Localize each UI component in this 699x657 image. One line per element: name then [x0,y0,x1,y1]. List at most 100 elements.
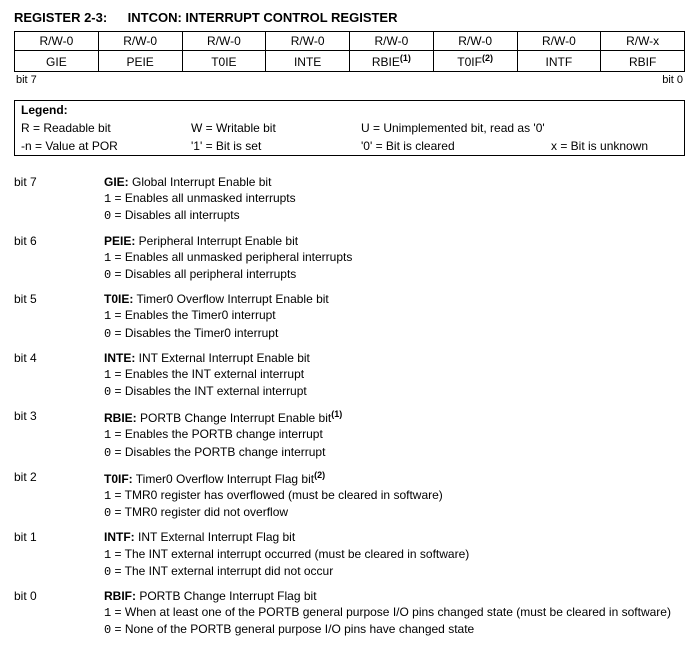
bit-name-line: GIE: Global Interrupt Enable bit [104,174,685,190]
legend-cell: R = Readable bit [21,121,191,135]
bit-name: RBIF: [104,589,136,603]
legend-row: R = Readable bit W = Writable bit U = Un… [21,121,678,135]
bit-desc: Global Interrupt Enable bit [129,175,272,189]
bit-label: bit 2 [14,469,104,522]
bit-desc: Timer0 Overflow Interrupt Enable bit [133,292,328,306]
bit-footnote: (2) [314,470,325,480]
bit-label: bit 7 [14,174,104,225]
bit-rw-cell: R/W-0 [182,32,266,51]
bit-value-0: 0 = The INT external interrupt did not o… [104,563,685,580]
bit-range-lo: bit 0 [662,74,683,86]
bit-name: INTE: [104,351,135,365]
bit-name-line: T0IE: Timer0 Overflow Interrupt Enable b… [104,291,685,307]
bit-rw-cell: R/W-0 [266,32,350,51]
bit-name-cell: RBIF [601,51,685,72]
legend-cell: x = Bit is unknown [551,139,678,153]
bit-range: bit 7 bit 0 [14,74,685,86]
bit-label: bit 1 [14,529,104,580]
bit-label: bit 6 [14,233,104,284]
bit-description: bit 6PEIE: Peripheral Interrupt Enable b… [14,233,685,284]
bit-rw-cell: R/W-0 [98,32,182,51]
bit-rw-cell: R/W-0 [517,32,601,51]
bit-descriptions: bit 7GIE: Global Interrupt Enable bit1 =… [14,174,685,639]
register-name: INTCON: INTERRUPT CONTROL REGISTER [128,10,398,25]
bit-body: INTE: INT External Interrupt Enable bit1… [104,350,685,401]
bit-name-line: INTF: INT External Interrupt Flag bit [104,529,685,545]
legend-cell: W = Writable bit [191,121,361,135]
legend-cell: U = Unimplemented bit, read as '0' [361,121,551,135]
bit-name-cell: INTE [266,51,350,72]
legend-cell: '0' = Bit is cleared [361,139,551,153]
bit-rw-cell: R/W-x [601,32,685,51]
bit-value-0: 0 = None of the PORTB general purpose I/… [104,621,685,638]
bit-name-line: INTE: INT External Interrupt Enable bit [104,350,685,366]
bit-rw-row: R/W-0 R/W-0 R/W-0 R/W-0 R/W-0 R/W-0 R/W-… [15,32,685,51]
bit-rw-cell: R/W-0 [15,32,99,51]
bit-range-hi: bit 7 [16,74,37,86]
bit-name-cell: T0IE [182,51,266,72]
bit-body: RBIF: PORTB Change Interrupt Flag bit1 =… [104,588,685,639]
bit-table: R/W-0 R/W-0 R/W-0 R/W-0 R/W-0 R/W-0 R/W-… [14,31,685,72]
bit-value-1: 1 = TMR0 register has overflowed (must b… [104,487,685,504]
bit-name: RBIE: [104,411,137,425]
bit-name-line: T0IF: Timer0 Overflow Interrupt Flag bit… [104,469,685,487]
bit-body: T0IE: Timer0 Overflow Interrupt Enable b… [104,291,685,342]
bit-body: GIE: Global Interrupt Enable bit1 = Enab… [104,174,685,225]
bit-name: INTF: [104,530,135,544]
bit-name-cell: GIE [15,51,99,72]
legend-row: -n = Value at POR '1' = Bit is set '0' =… [21,139,678,153]
bit-value-0: 0 = Disables the Timer0 interrupt [104,325,685,342]
bit-value-0: 0 = Disables the INT external interrupt [104,383,685,400]
legend-cell [551,121,678,135]
legend-table: Legend: R = Readable bit W = Writable bi… [14,100,685,156]
bit-name: T0IF: [104,472,133,486]
bit-name-cell: T0IF(2) [433,51,517,72]
bit-name-row: GIE PEIE T0IE INTE RBIE(1) T0IF(2) INTF … [15,51,685,72]
bit-description: bit 4INTE: INT External Interrupt Enable… [14,350,685,401]
bit-body: PEIE: Peripheral Interrupt Enable bit1 =… [104,233,685,284]
bit-description: bit 0RBIF: PORTB Change Interrupt Flag b… [14,588,685,639]
bit-value-0: 0 = Disables all peripheral interrupts [104,266,685,283]
bit-label: bit 5 [14,291,104,342]
bit-rw-cell: R/W-0 [433,32,517,51]
bit-value-1: 1 = Enables all unmasked peripheral inte… [104,249,685,266]
bit-name: GIE: [104,175,129,189]
bit-name: T0IE: [104,292,133,306]
bit-description: bit 5T0IE: Timer0 Overflow Interrupt Ena… [14,291,685,342]
bit-description: bit 7GIE: Global Interrupt Enable bit1 =… [14,174,685,225]
bit-value-1: 1 = Enables the Timer0 interrupt [104,307,685,324]
bit-name-cell: PEIE [98,51,182,72]
bit-label: bit 4 [14,350,104,401]
register-number: REGISTER 2-3: [14,10,124,25]
bit-rw-cell: R/W-0 [350,32,434,51]
bit-desc: Peripheral Interrupt Enable bit [135,234,298,248]
bit-body: INTF: INT External Interrupt Flag bit1 =… [104,529,685,580]
legend-cell: -n = Value at POR [21,139,191,153]
bit-value-0: 0 = Disables all interrupts [104,207,685,224]
bit-desc: PORTB Change Interrupt Flag bit [136,589,317,603]
bit-name-line: PEIE: Peripheral Interrupt Enable bit [104,233,685,249]
bit-name: PEIE: [104,234,135,248]
bit-name-line: RBIF: PORTB Change Interrupt Flag bit [104,588,685,604]
bit-description: bit 1INTF: INT External Interrupt Flag b… [14,529,685,580]
bit-desc: INT External Interrupt Flag bit [135,530,296,544]
bit-value-1: 1 = Enables all unmasked interrupts [104,190,685,207]
bit-description: bit 2T0IF: Timer0 Overflow Interrupt Fla… [14,469,685,522]
bit-value-0: 0 = TMR0 register did not overflow [104,504,685,521]
bit-name-cell: RBIE(1) [350,51,434,72]
bit-value-1: 1 = Enables the INT external interrupt [104,366,685,383]
bit-footnote: (1) [331,409,342,419]
bit-desc: INT External Interrupt Enable bit [135,351,310,365]
bit-body: T0IF: Timer0 Overflow Interrupt Flag bit… [104,469,685,522]
bit-value-0: 0 = Disables the PORTB change interrupt [104,444,685,461]
bit-value-1: 1 = When at least one of the PORTB gener… [104,604,685,621]
bit-label: bit 3 [14,408,104,461]
register-title: REGISTER 2-3: INTCON: INTERRUPT CONTROL … [14,10,685,25]
bit-label: bit 0 [14,588,104,639]
bit-name-line: RBIE: PORTB Change Interrupt Enable bit(… [104,408,685,426]
bit-value-1: 1 = The INT external interrupt occurred … [104,546,685,563]
bit-name-cell: INTF [517,51,601,72]
bit-value-1: 1 = Enables the PORTB change interrupt [104,426,685,443]
bit-body: RBIE: PORTB Change Interrupt Enable bit(… [104,408,685,461]
bit-description: bit 3RBIE: PORTB Change Interrupt Enable… [14,408,685,461]
